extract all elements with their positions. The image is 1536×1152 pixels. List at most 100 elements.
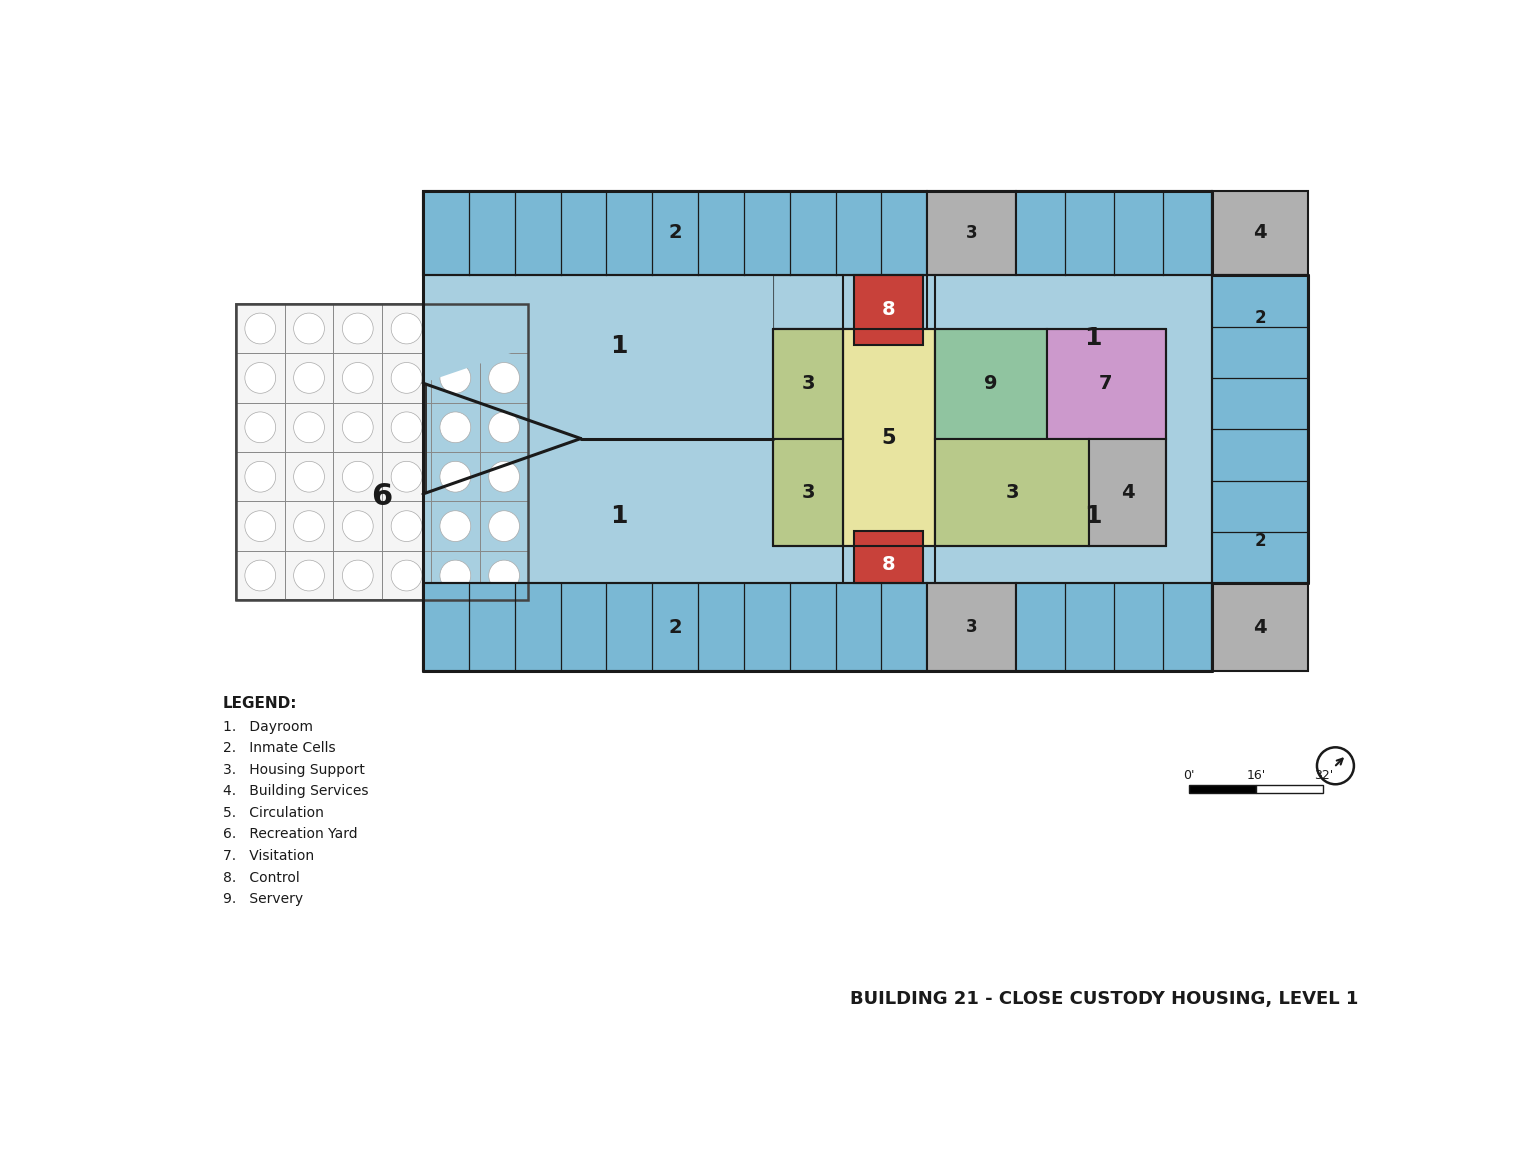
Text: 8: 8: [882, 555, 895, 575]
Circle shape: [244, 461, 275, 492]
Text: 3: 3: [802, 374, 814, 393]
Text: 3: 3: [802, 483, 814, 502]
Text: 3: 3: [1005, 483, 1018, 502]
Bar: [928, 190, 1015, 275]
Text: 3: 3: [966, 619, 977, 636]
Bar: [773, 439, 843, 546]
Bar: [1015, 583, 1212, 672]
Bar: [1046, 329, 1166, 439]
Circle shape: [392, 412, 422, 442]
Text: 1: 1: [611, 503, 628, 528]
Circle shape: [488, 510, 519, 541]
Circle shape: [488, 363, 519, 393]
Text: LEGEND:: LEGEND:: [223, 697, 298, 712]
Polygon shape: [422, 275, 843, 439]
Text: 32': 32': [1315, 770, 1333, 782]
Bar: [1256, 785, 1322, 793]
Text: 1.   Dayroom: 1. Dayroom: [223, 720, 313, 734]
Text: 0': 0': [1183, 770, 1195, 782]
Circle shape: [293, 363, 324, 393]
Circle shape: [293, 560, 324, 591]
Text: 1: 1: [1084, 503, 1101, 528]
Circle shape: [244, 313, 275, 344]
Bar: [1212, 275, 1309, 583]
Bar: [422, 190, 928, 275]
Text: 8: 8: [882, 301, 895, 319]
Circle shape: [293, 510, 324, 541]
Bar: [935, 329, 1046, 439]
Bar: [928, 583, 1015, 672]
Circle shape: [1316, 748, 1353, 785]
Polygon shape: [422, 384, 427, 494]
Circle shape: [343, 560, 373, 591]
Bar: [843, 329, 935, 546]
Circle shape: [488, 412, 519, 442]
Bar: [854, 275, 923, 344]
Text: 9: 9: [983, 374, 997, 393]
Text: 2: 2: [668, 617, 682, 637]
Circle shape: [439, 510, 470, 541]
Bar: [935, 439, 1089, 546]
Text: 16': 16': [1247, 770, 1266, 782]
Bar: [237, 304, 528, 600]
Circle shape: [343, 363, 373, 393]
Bar: [1189, 785, 1256, 793]
Circle shape: [488, 313, 519, 344]
Text: BUILDING 21 - CLOSE CUSTODY HOUSING, LEVEL 1: BUILDING 21 - CLOSE CUSTODY HOUSING, LEV…: [849, 991, 1358, 1008]
Bar: [237, 304, 528, 600]
Circle shape: [392, 363, 422, 393]
Circle shape: [392, 510, 422, 541]
Polygon shape: [422, 275, 773, 384]
Circle shape: [343, 461, 373, 492]
Text: 8.   Control: 8. Control: [223, 871, 300, 885]
Text: 3: 3: [966, 223, 977, 242]
Circle shape: [488, 461, 519, 492]
Circle shape: [293, 313, 324, 344]
Circle shape: [244, 510, 275, 541]
Circle shape: [343, 313, 373, 344]
Circle shape: [244, 560, 275, 591]
Circle shape: [293, 461, 324, 492]
Circle shape: [439, 461, 470, 492]
Bar: [1015, 190, 1212, 275]
Bar: [1212, 583, 1309, 672]
Text: 2: 2: [1255, 309, 1266, 327]
Polygon shape: [422, 275, 928, 329]
Polygon shape: [422, 275, 1212, 583]
Circle shape: [244, 363, 275, 393]
Circle shape: [392, 560, 422, 591]
Bar: [1166, 275, 1212, 430]
Text: 4: 4: [1121, 483, 1135, 502]
Circle shape: [488, 560, 519, 591]
Text: 5: 5: [882, 427, 895, 448]
Text: 4: 4: [1253, 617, 1267, 637]
Bar: [1089, 439, 1166, 546]
Polygon shape: [422, 275, 1212, 439]
Text: 4: 4: [1253, 223, 1267, 242]
Polygon shape: [422, 439, 1212, 583]
Circle shape: [343, 510, 373, 541]
Text: 6.   Recreation Yard: 6. Recreation Yard: [223, 827, 358, 841]
Circle shape: [439, 412, 470, 442]
Text: 6: 6: [372, 482, 393, 511]
Text: 9.   Servery: 9. Servery: [223, 892, 303, 907]
Text: 1: 1: [611, 334, 628, 358]
Text: 7: 7: [1100, 374, 1112, 393]
Text: 2: 2: [668, 223, 682, 242]
Bar: [773, 329, 843, 439]
Circle shape: [343, 412, 373, 442]
Text: 7.   Visitation: 7. Visitation: [223, 849, 313, 863]
Circle shape: [244, 412, 275, 442]
Circle shape: [392, 461, 422, 492]
Circle shape: [439, 313, 470, 344]
Bar: [1212, 190, 1309, 275]
Text: 4.   Building Services: 4. Building Services: [223, 785, 369, 798]
Text: 3.   Housing Support: 3. Housing Support: [223, 763, 364, 776]
Circle shape: [392, 313, 422, 344]
Bar: [422, 583, 928, 672]
Text: 1: 1: [1084, 326, 1101, 350]
Circle shape: [439, 363, 470, 393]
Bar: [854, 531, 923, 583]
Text: 5.   Circulation: 5. Circulation: [223, 806, 324, 820]
Text: 2: 2: [1255, 532, 1266, 550]
